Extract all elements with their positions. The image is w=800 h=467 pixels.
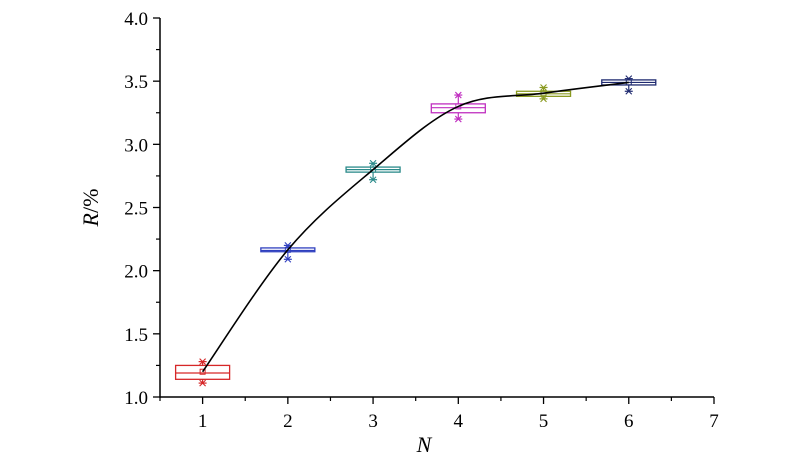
mean-marker xyxy=(370,166,377,173)
box-plot xyxy=(345,159,401,184)
mean-marker xyxy=(199,368,206,375)
x-tick-label: 4 xyxy=(454,411,464,432)
mean-marker xyxy=(284,246,291,253)
box-plot xyxy=(430,91,486,123)
mean-marker xyxy=(455,103,462,110)
y-tick-label: 1.5 xyxy=(124,325,148,346)
x-axis-title: N xyxy=(416,432,433,457)
box-plot xyxy=(260,242,316,263)
x-axis: 1 2 3 4 5 6 7 xyxy=(159,396,719,432)
extreme-marker xyxy=(199,379,207,387)
x-tick-label: 6 xyxy=(624,411,634,432)
y-axis-title-unit: /% xyxy=(78,189,103,213)
x-tick-label: 3 xyxy=(368,411,378,432)
y-tick-label: 1.0 xyxy=(124,388,148,409)
y-tick-label: 3.0 xyxy=(124,135,148,156)
y-tick-label: 3.5 xyxy=(124,72,148,93)
box xyxy=(174,364,231,380)
y-axis: 1.0 1.5 2.0 2.5 3.0 3.5 4.0 xyxy=(124,9,161,409)
extreme-marker xyxy=(284,255,292,263)
extreme-marker xyxy=(454,115,462,123)
x-tick-label: 5 xyxy=(539,411,549,432)
mean-trend-line xyxy=(201,81,629,373)
plot-elements xyxy=(174,75,657,387)
y-axis-title: R/% xyxy=(78,189,103,228)
x-tick-label: 2 xyxy=(283,411,293,432)
y-axis-title-variable: R xyxy=(78,212,103,227)
extreme-marker xyxy=(199,358,207,366)
y-tick-label: 2.0 xyxy=(124,262,148,283)
box xyxy=(430,103,486,114)
extreme-marker xyxy=(369,176,377,184)
extreme-marker xyxy=(540,84,547,91)
x-tick-label: 1 xyxy=(198,411,208,432)
y-tick-label: 2.5 xyxy=(124,199,148,220)
x-tick-label: 7 xyxy=(709,411,719,432)
extreme-marker xyxy=(625,87,633,95)
box-plot xyxy=(174,358,231,387)
extreme-marker xyxy=(454,91,462,99)
extreme-marker xyxy=(369,159,377,167)
y-tick-label: 4.0 xyxy=(124,9,148,30)
